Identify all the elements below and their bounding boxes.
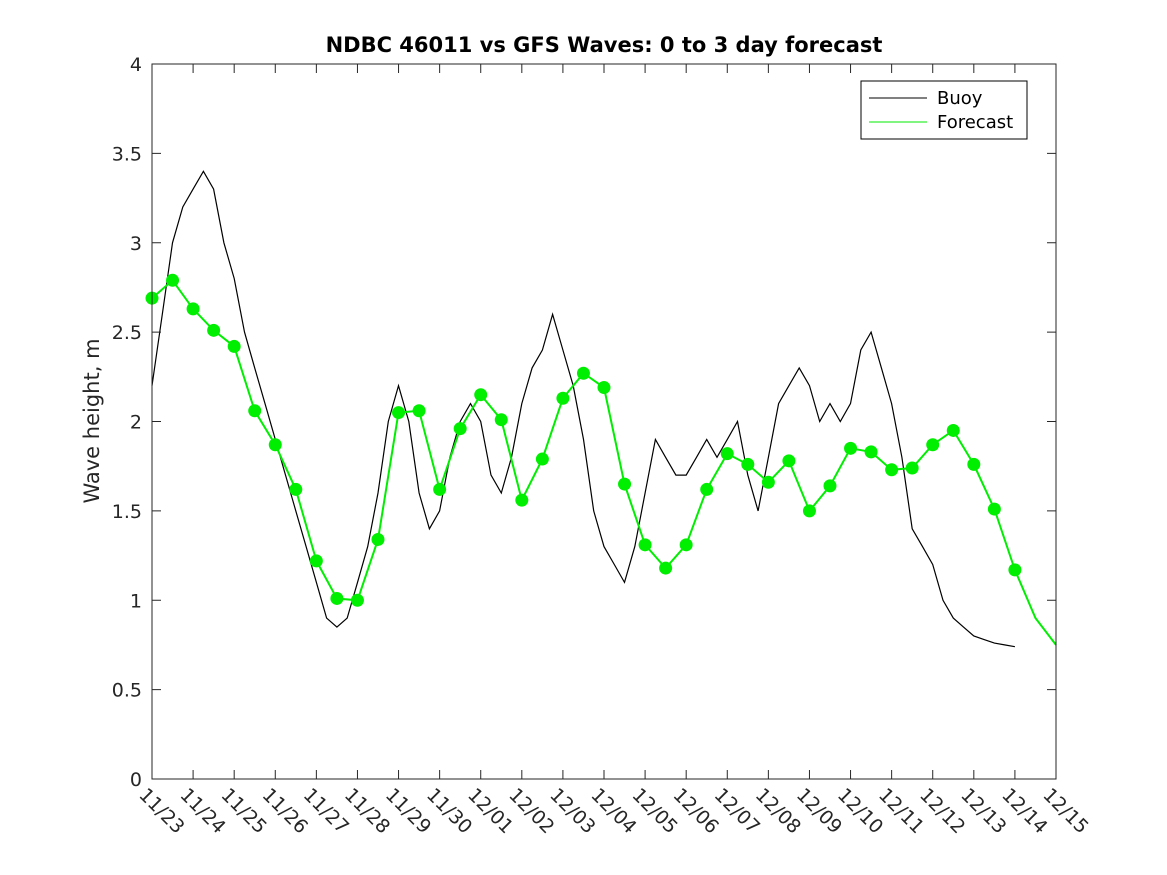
forecast-marker [474, 388, 488, 402]
y-tick-label: 2 [130, 412, 142, 434]
forecast-marker [515, 493, 529, 507]
forecast-marker [392, 406, 406, 420]
y-tick-label: 3.5 [112, 143, 142, 165]
forecast-marker [248, 404, 262, 418]
plot-area [152, 64, 1056, 779]
legend-label-buoy: Buoy [937, 88, 983, 109]
forecast-marker [659, 561, 673, 575]
forecast-marker [700, 482, 714, 496]
y-tick-label: 4 [130, 54, 142, 76]
forecast-marker [371, 532, 385, 546]
forecast-marker [309, 554, 323, 568]
y-tick-label: 2.5 [112, 322, 142, 344]
forecast-marker [556, 391, 570, 405]
y-tick-label: 1.5 [112, 501, 142, 523]
forecast-marker [946, 423, 960, 437]
forecast-marker [802, 504, 816, 518]
forecast-marker [186, 302, 200, 316]
forecast-marker [576, 366, 590, 380]
y-tick-label: 0 [130, 769, 142, 791]
forecast-marker [207, 323, 221, 337]
forecast-marker [720, 447, 734, 461]
forecast-marker [844, 441, 858, 455]
forecast-marker [433, 482, 447, 496]
series-line-buoy [151, 170, 1016, 648]
forecast-marker [885, 463, 899, 477]
forecast-marker [289, 482, 303, 496]
forecast-marker [741, 457, 755, 471]
y-tick-label: 0.5 [112, 680, 142, 702]
forecast-marker [494, 413, 508, 427]
forecast-marker [412, 404, 426, 418]
forecast-marker [1008, 563, 1022, 577]
forecast-marker [638, 538, 652, 552]
chart-title: NDBC 46011 vs GFS Waves: 0 to 3 day fore… [326, 33, 883, 57]
legend: Buoy Forecast [860, 80, 1028, 140]
forecast-marker [618, 477, 632, 491]
forecast-marker [823, 479, 837, 493]
forecast-marker [453, 422, 467, 436]
forecast-marker [268, 438, 282, 452]
forecast-marker [679, 538, 693, 552]
forecast-marker [166, 273, 180, 287]
y-axis-label: Wave height, m [80, 338, 104, 503]
forecast-marker [967, 457, 981, 471]
y-tick-label: 1 [130, 590, 142, 612]
forecast-marker [227, 339, 241, 353]
forecast-marker [535, 452, 549, 466]
forecast-marker [350, 593, 364, 607]
forecast-marker [926, 438, 940, 452]
forecast-marker [761, 475, 775, 489]
forecast-marker [597, 381, 611, 395]
forecast-marker [864, 445, 878, 459]
forecast-marker [330, 591, 344, 605]
legend-label-forecast: Forecast [937, 112, 1013, 133]
forecast-marker [905, 461, 919, 475]
y-tick-label: 3 [130, 233, 142, 255]
legend-box [860, 80, 1028, 140]
forecast-marker [987, 502, 1001, 516]
forecast-marker [782, 454, 796, 468]
